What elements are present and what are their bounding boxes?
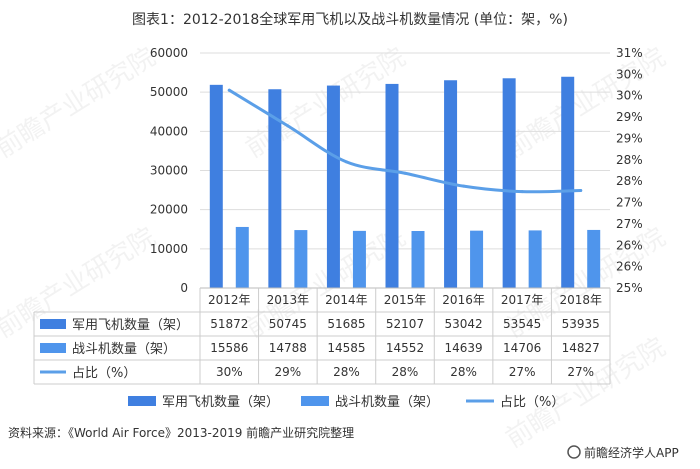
data-label: 51872 — [210, 317, 248, 331]
legend-label: 军用飞机数量（架） — [162, 395, 279, 410]
share-point — [520, 190, 524, 194]
bar-layer — [209, 76, 601, 289]
data-label: 52107 — [386, 317, 424, 331]
watermark-text: 前瞻产业研究院 — [241, 42, 411, 164]
bar-fighter-aircraft — [235, 226, 249, 288]
data-label: 50745 — [269, 317, 307, 331]
y-right-tick-label: 26% — [616, 238, 643, 252]
legend-swatch-fighter — [301, 396, 329, 406]
watermark-text: 前瞻产业研究院 — [501, 42, 671, 164]
y-left-tick-label: 10000 — [150, 242, 188, 256]
x-tick-label: 2012年 — [208, 293, 251, 307]
bar-military-aircraft — [561, 76, 575, 289]
y-left-tick-label: 0 — [180, 281, 188, 295]
y-left-tick-label: 60000 — [150, 46, 188, 60]
share-point — [462, 184, 466, 188]
share-point — [286, 124, 290, 128]
y-left-tick-label: 40000 — [150, 124, 188, 138]
y-right-tick-label: 25% — [616, 281, 643, 295]
data-label: 27% — [509, 365, 536, 379]
x-tick-label: 2014年 — [325, 293, 368, 307]
brand-mark: 前瞻经济学人APP — [567, 445, 679, 460]
data-label: 14552 — [386, 341, 424, 355]
x-tick-label: 2016年 — [442, 293, 485, 307]
data-label: 51685 — [327, 317, 365, 331]
data-label: 53042 — [444, 317, 482, 331]
y-left-tick-label: 20000 — [150, 203, 188, 217]
bar-fighter-aircraft — [294, 230, 308, 288]
y-right-tick-label: 30% — [616, 67, 643, 81]
y-left-tick-label: 30000 — [150, 164, 188, 178]
y-right-tick-label: 31% — [616, 46, 643, 60]
y-left-tick-label: 50000 — [150, 85, 188, 99]
data-table: 2012年 2013年 2014年 2015年 2016年 2017年 2018年军用飞机数… — [33, 287, 611, 385]
share-point — [403, 171, 407, 175]
x-tick-label: 2018年 — [559, 293, 602, 307]
bar-fighter-aircraft — [587, 229, 601, 288]
table-key-swatch — [40, 343, 66, 353]
line-layer — [227, 88, 583, 194]
data-label: 14706 — [503, 341, 541, 355]
y-right-tick-label: 27% — [616, 217, 643, 231]
source-note: 资料来源：《World Air Force》2013-2019 前瞻产业研究院整… — [8, 425, 354, 440]
brand-label: 前瞻经济学人APP — [584, 445, 679, 460]
legend-label: 战斗机数量（架） — [335, 395, 439, 410]
data-label: 53545 — [503, 317, 541, 331]
bar-fighter-aircraft — [411, 231, 425, 288]
watermark-text: 前瞻产业研究院 — [0, 42, 161, 164]
y-right-tick-label: 29% — [616, 110, 643, 124]
table-row-header: 占比（%） — [72, 366, 136, 381]
bar-military-aircraft — [209, 84, 223, 289]
data-label: 30% — [216, 365, 243, 379]
chart-title: 图表1：2012-2018全球军用飞机以及战斗机数量情况 (单位：架，%) — [132, 11, 568, 28]
y-right-tick-label: 28% — [616, 174, 643, 188]
legend-swatch-military — [128, 396, 156, 406]
y-right-tick-label: 26% — [616, 260, 643, 274]
table-key-swatch — [40, 319, 66, 329]
bar-military-aircraft — [326, 85, 340, 289]
brand-logo-icon — [567, 445, 581, 459]
y-right-tick-label: 27% — [616, 196, 643, 210]
bar-fighter-aircraft — [470, 230, 484, 288]
data-label: 14788 — [269, 341, 307, 355]
y-right-tick-label: 30% — [616, 89, 643, 103]
bar-fighter-aircraft — [352, 230, 366, 288]
data-label: 15586 — [210, 341, 248, 355]
axes-layer: 0 10000 20000 30000 40000 50000 60000 25% 26% 26%… — [150, 46, 643, 295]
data-label: 27% — [567, 365, 594, 379]
grid-lines — [200, 52, 610, 250]
x-tick-label: 2013年 — [267, 293, 310, 307]
data-label: 28% — [392, 365, 419, 379]
bar-military-aircraft — [502, 78, 516, 289]
x-tick-label: 2017年 — [501, 293, 544, 307]
data-label: 14827 — [562, 341, 600, 355]
y-right-tick-label: 29% — [616, 131, 643, 145]
share-point — [344, 160, 348, 164]
bar-fighter-aircraft — [528, 230, 542, 288]
legend: 军用飞机数量（架） 战斗机数量（架） 占比（%） — [128, 395, 564, 410]
legend-label: 占比（%） — [500, 395, 564, 410]
y-right-tick-label: 28% — [616, 153, 643, 167]
data-label: 28% — [333, 365, 360, 379]
share-point — [227, 88, 231, 92]
data-label: 28% — [450, 365, 477, 379]
table-row-header: 战斗机数量（架） — [72, 342, 176, 357]
data-label: 14585 — [327, 341, 365, 355]
bar-military-aircraft — [268, 89, 282, 288]
table-row-header: 军用飞机数量（架） — [72, 318, 189, 333]
data-label: 14639 — [444, 341, 482, 355]
x-tick-label: 2015年 — [384, 293, 427, 307]
data-label: 53935 — [562, 317, 600, 331]
bar-military-aircraft — [385, 83, 399, 289]
share-point — [579, 188, 583, 192]
data-label: 29% — [275, 365, 302, 379]
